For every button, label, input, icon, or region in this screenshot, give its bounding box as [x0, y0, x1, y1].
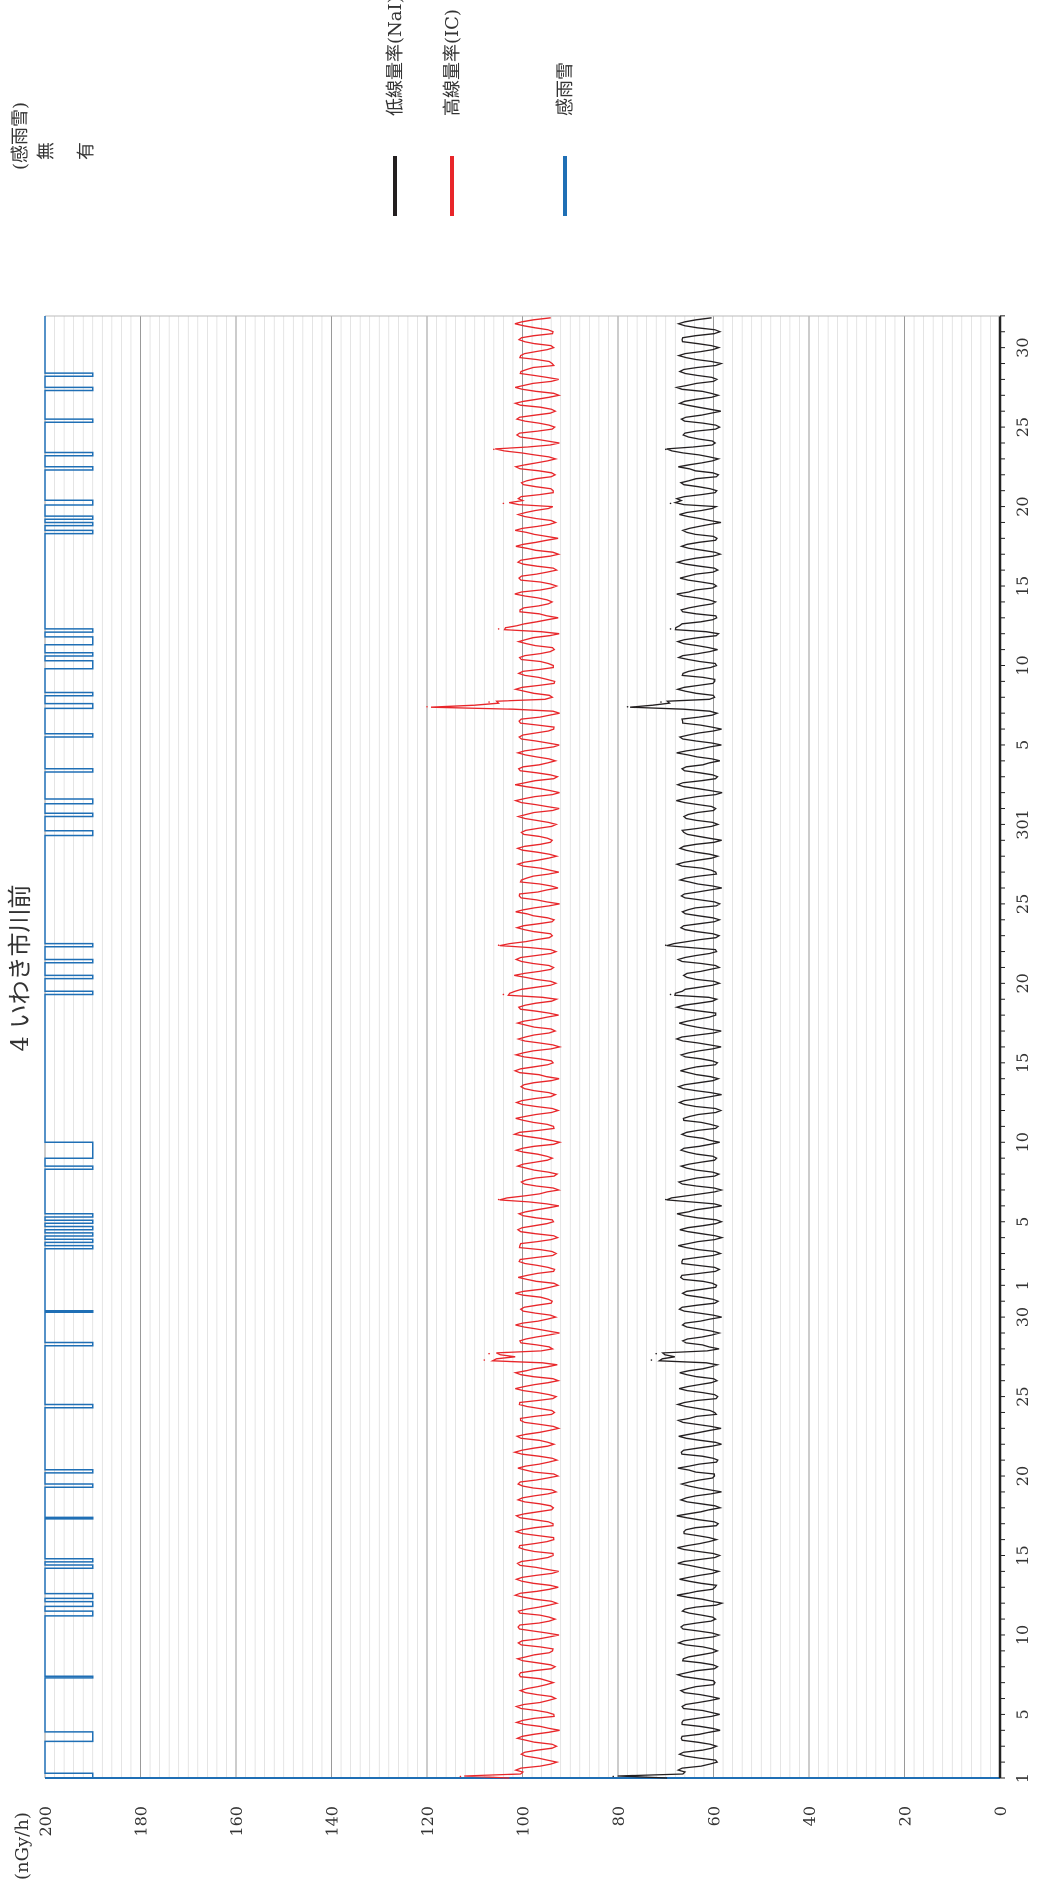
- spike-point: [502, 993, 505, 996]
- x-tick-label: 15: [1013, 576, 1032, 596]
- spike-point: [483, 1359, 486, 1361]
- spike-point: [664, 448, 667, 451]
- legend-label: 高線量率(IC): [442, 9, 463, 116]
- x-tick-label: 30: [1013, 1307, 1032, 1327]
- x-tick-label: 15: [1013, 1545, 1032, 1565]
- spike-point: [660, 701, 662, 703]
- y-tick-labels: 0 20 40 60 80 100 120 140 160 180 200: [36, 1806, 1010, 1837]
- rain-axis-title: (感雨雪): [10, 102, 31, 170]
- y-tick-label: 120: [418, 1806, 437, 1837]
- x-tick-label: 10: [1013, 655, 1032, 675]
- x-tick-label: 5: [1013, 740, 1032, 750]
- spike-point: [669, 502, 672, 505]
- nai-line: [617, 317, 725, 1779]
- y-tick-label: 60: [705, 1806, 724, 1826]
- spike-point: [426, 706, 428, 708]
- spike-point: [650, 1359, 653, 1361]
- spike-point: [488, 1352, 490, 1355]
- x-tick-label: 25: [1013, 1386, 1032, 1406]
- legend-label: 低線量率(NaI): [385, 0, 406, 116]
- x-tick-label: 25: [1013, 417, 1032, 437]
- rain-pulse-line: [44, 316, 94, 1779]
- x-tick-label: 20: [1013, 496, 1032, 516]
- legend: 低線量率(NaI) 高線量率(IC) 感雨雪: [385, 0, 576, 216]
- series-rain: [44, 316, 94, 1779]
- y-tick-label: 140: [323, 1806, 342, 1837]
- ic-line: [430, 317, 563, 1779]
- spike-point: [488, 701, 490, 703]
- chart-title: 4 いわき市川前: [6, 885, 34, 1052]
- x-tick-label: 5: [1013, 1217, 1032, 1227]
- spike-point: [497, 1198, 500, 1201]
- rain-axis-labels: (感雨雪) 無 有: [10, 102, 97, 170]
- minor-gridlines: [54, 316, 991, 1778]
- y-tick-label: 80: [609, 1806, 628, 1826]
- spike-point: [493, 448, 495, 451]
- spike-point: [655, 1352, 658, 1355]
- x-tick-label: 15: [1013, 1053, 1032, 1073]
- y-tick-label: 200: [36, 1806, 55, 1837]
- series-ic: [426, 317, 563, 1779]
- spike-point: [502, 502, 505, 505]
- legend-label: 感雨雪: [555, 62, 576, 116]
- x-tick-label: 30: [1013, 337, 1032, 357]
- y-tick-label: 180: [132, 1806, 151, 1837]
- spike-point: [497, 944, 500, 947]
- x-tick-label: 1: [1013, 1773, 1032, 1783]
- x-tick-label: 301: [1013, 809, 1032, 840]
- x-tick-label: 25: [1013, 894, 1032, 914]
- x-tick-label: 10: [1013, 1132, 1032, 1152]
- y-tick-label: 160: [227, 1806, 246, 1837]
- rain-none-label: 無: [36, 142, 57, 160]
- spike-point: [664, 1198, 667, 1201]
- x-tick-label: 5: [1013, 1709, 1032, 1719]
- x-tick-label: 1: [1013, 1280, 1032, 1290]
- spike-point: [669, 993, 672, 996]
- x-tick-label: 10: [1013, 1625, 1032, 1645]
- y-tick-label: 0: [991, 1806, 1010, 1816]
- spike-point: [459, 1775, 462, 1778]
- axes: [45, 315, 1005, 1779]
- spike-point: [664, 944, 667, 947]
- spike-point: [626, 706, 629, 708]
- y-tick-label: 40: [800, 1806, 819, 1826]
- series-nai: [612, 317, 725, 1779]
- spike-point: [612, 1775, 615, 1778]
- spike-point: [669, 628, 672, 630]
- y-tick-label: 100: [514, 1806, 533, 1837]
- spike-point: [497, 628, 500, 630]
- rain-yes-label: 有: [76, 142, 97, 160]
- x-tick-label: 20: [1013, 973, 1032, 993]
- x-tick-label: 20: [1013, 1466, 1032, 1486]
- y-tick-label: 20: [896, 1806, 915, 1826]
- y-axis-unit: (nGy/h): [12, 1812, 33, 1880]
